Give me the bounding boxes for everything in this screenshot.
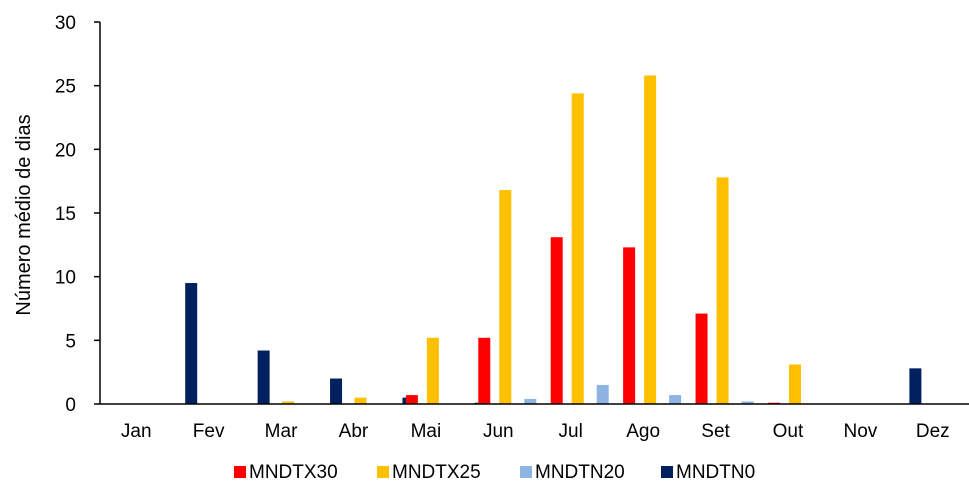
- legend-swatch-mndtn0: [661, 466, 673, 478]
- x-tick-label: Mar: [265, 421, 298, 442]
- x-tick-label: Jun: [483, 421, 514, 442]
- bar-mndtx30-mai: [405, 395, 418, 404]
- y-tick-label: 10: [55, 268, 76, 289]
- x-tick-label: Fev: [193, 421, 225, 442]
- bar-mndtx25-mai: [426, 337, 439, 404]
- x-tick-label: Out: [773, 421, 804, 442]
- bar-mndtx30-jul: [550, 237, 563, 404]
- bar-mndtx30-jun: [478, 337, 491, 404]
- x-tick-label: Set: [701, 421, 730, 442]
- legend-label-mndtn0: MNDTN0: [676, 462, 755, 482]
- x-axis-ticks: Jan Fev Mar Abr Mai Jun Jul Ago Set Out Nov Dez: [121, 421, 950, 442]
- bar-mndtn20-jun: [524, 398, 537, 404]
- legend-label-mndtx30: MNDTX30: [249, 462, 338, 482]
- bar-mndtx25-abr: [354, 397, 367, 404]
- bar-mndtx30-ago: [623, 247, 636, 404]
- bar-mndtn0-fev: [257, 350, 270, 404]
- y-axis-ticks: 0 5 10 15 20 25 30: [55, 13, 100, 416]
- y-tick-label: 20: [55, 140, 76, 161]
- bar-mndtn0-jan: [185, 283, 198, 404]
- x-tick-label: Mai: [411, 421, 442, 442]
- y-axis-label: Número médio de dias: [13, 114, 35, 315]
- bar-mndtx25-out: [788, 364, 801, 404]
- bar-mndtx25-jul: [571, 93, 584, 404]
- x-tick-label: Jan: [121, 421, 152, 442]
- bar-mndtn20-set: [741, 401, 754, 404]
- bar-mndtx25-ago: [644, 75, 657, 404]
- y-tick-label: 25: [55, 77, 76, 98]
- x-tick-label: Dez: [916, 421, 950, 442]
- legend-swatch-mndtx25: [377, 466, 389, 478]
- x-tick-label: Jul: [559, 421, 583, 442]
- legend-label-mndtn20: MNDTN20: [535, 462, 625, 482]
- y-tick-label: 15: [55, 204, 76, 225]
- bar-mndtn20-jul: [596, 384, 609, 404]
- y-tick-label: 30: [55, 13, 76, 34]
- x-tick-label: Ago: [626, 421, 660, 442]
- legend-swatch-mndtx30: [234, 466, 246, 478]
- bar-mndtx25-set: [716, 177, 729, 404]
- y-tick-label: 0: [65, 395, 76, 416]
- bar-mndtx25-mar: [282, 401, 295, 404]
- y-tick-label: 5: [65, 331, 76, 352]
- bars-group: [185, 75, 922, 404]
- bar-mndtn0-mar: [330, 378, 343, 404]
- bar-mndtn0-nov: [909, 368, 922, 404]
- legend-label-mndtx25: MNDTX25: [392, 462, 481, 482]
- x-tick-label: Abr: [339, 421, 369, 442]
- bar-mndtn20-ago: [669, 395, 682, 404]
- legend-swatch-mndtn20: [520, 466, 532, 478]
- bar-mndtx25-jun: [499, 190, 512, 404]
- legend: MNDTX30 MNDTX25 MNDTN20 MNDTN0: [234, 462, 755, 482]
- x-tick-label: Nov: [843, 421, 877, 442]
- bar-mndtx30-set: [695, 313, 708, 404]
